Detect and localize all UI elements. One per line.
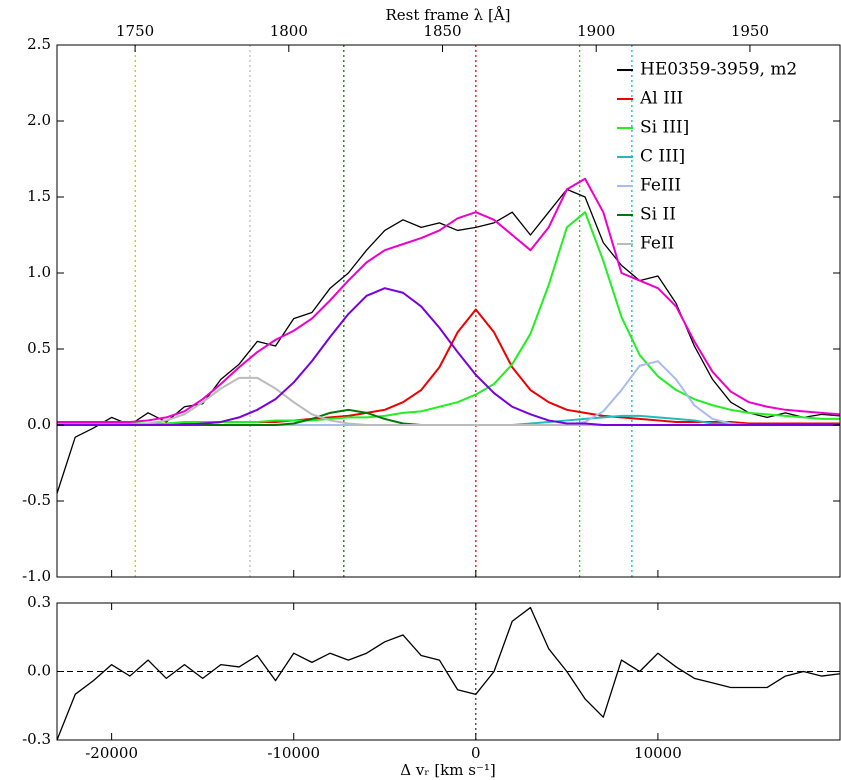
main-frame (56, 44, 841, 578)
legend-label: C III] (640, 147, 685, 167)
x-tick-label: 10000 (634, 744, 682, 762)
legend-label: HE0359-3959, m2 (640, 60, 797, 80)
y-tick-label: -1.0 (22, 567, 51, 585)
y-tick-label: -0.5 (22, 491, 51, 509)
legend-label: Si II (640, 205, 676, 225)
x-tick-label: -20000 (85, 744, 138, 762)
residual-line (57, 606, 840, 740)
series-line (57, 177, 840, 423)
y-tick-label: 0.5 (27, 339, 51, 357)
x-axis-title: Δ vᵣ [km s⁻¹] (400, 761, 495, 779)
legend-label: Al III (639, 89, 683, 109)
legend-label: FeII (640, 234, 674, 254)
y-tick-label: 2.5 (27, 35, 51, 53)
x-tick-label: -10000 (267, 744, 320, 762)
series-line (57, 287, 840, 426)
series-line (57, 188, 840, 494)
x-tick-label: 0 (471, 744, 481, 762)
legend-label: FeIII (640, 176, 681, 196)
y-tick-label: 2.0 (27, 111, 51, 129)
top-tick-label: 1750 (116, 22, 154, 40)
y-tick-label: 0.0 (27, 415, 51, 433)
series-line (57, 211, 840, 425)
residual-plot-area (57, 603, 840, 740)
y-tick-label: -0.3 (22, 730, 51, 748)
legend-label: Si III] (640, 118, 689, 138)
top-tick-label: 1850 (423, 22, 461, 40)
y-tick-label: 1.5 (27, 187, 51, 205)
top-axis-title: Rest frame λ [Å] (385, 6, 510, 24)
y-tick-label: 0.0 (27, 662, 51, 680)
y-tick-label: 1.0 (27, 263, 51, 281)
main-plot-area (57, 45, 840, 577)
top-tick-label: 1950 (731, 22, 769, 40)
top-tick-label: 1800 (270, 22, 308, 40)
y-tick-label: 0.3 (27, 593, 51, 611)
top-tick-label: 1900 (577, 22, 615, 40)
